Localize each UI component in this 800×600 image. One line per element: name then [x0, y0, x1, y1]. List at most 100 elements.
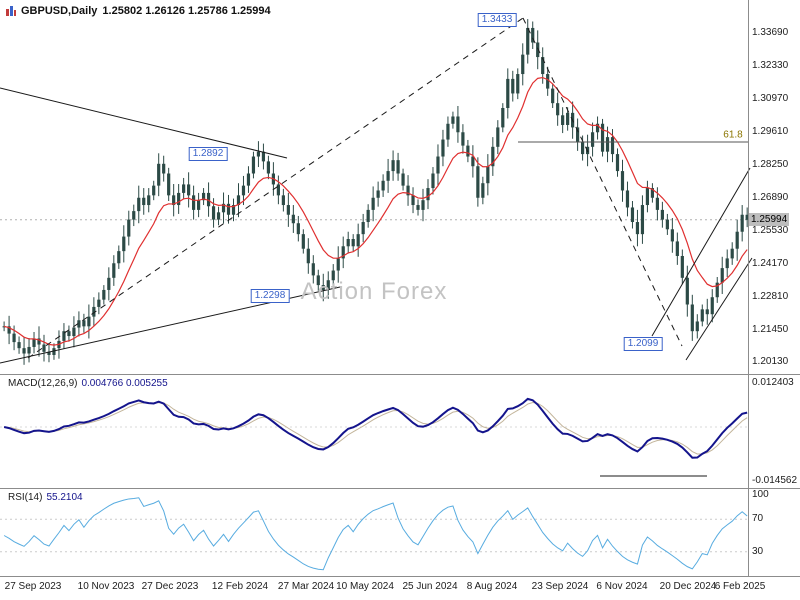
candle-body	[441, 139, 445, 157]
candle-body	[655, 197, 659, 210]
candle-body	[481, 183, 485, 198]
candle-body	[177, 192, 181, 206]
candle-body	[17, 342, 21, 349]
candle-body	[491, 146, 495, 167]
candle-body	[27, 346, 31, 354]
candle-body	[286, 205, 290, 215]
rsi-name: RSI(14)	[8, 492, 43, 503]
candle-body	[730, 248, 734, 259]
swing-price-label[interactable]: 1.2892	[188, 147, 228, 161]
candle-body	[640, 205, 645, 235]
candle-body	[162, 163, 166, 174]
macd-main-line	[3, 397, 748, 459]
date-axis-label: 20 Dec 2024	[659, 581, 717, 592]
candle-body	[157, 163, 161, 186]
candle-body	[580, 141, 585, 155]
dashed-trendline[interactable]	[522, 17, 683, 347]
candle-body	[700, 309, 704, 322]
price-axis-label: 1.32330	[752, 60, 789, 72]
candle-body	[276, 184, 280, 196]
candle-body	[695, 321, 699, 332]
candle-body	[690, 304, 694, 332]
candle-body	[216, 212, 221, 220]
candle-body	[486, 166, 490, 184]
swing-price-label[interactable]: 1.2298	[250, 289, 290, 303]
candle-body	[576, 127, 580, 142]
candle-body	[541, 57, 545, 75]
candle-body	[107, 277, 111, 290]
macd-axis-label: 0.012403	[752, 376, 794, 388]
candle-body	[236, 195, 241, 206]
trendline[interactable]	[685, 257, 753, 361]
price-axis-label: 1.26890	[752, 192, 789, 203]
price-axis-label: 1.28250	[752, 159, 789, 170]
candle-body	[526, 27, 530, 55]
candle-body	[281, 195, 285, 206]
candle-body	[710, 297, 714, 315]
candle-body	[306, 248, 310, 264]
candle-body	[321, 285, 325, 290]
candle-body	[645, 188, 650, 206]
candle-body	[52, 348, 56, 355]
candle-body	[336, 258, 340, 271]
candle-body	[551, 88, 555, 104]
candle-body	[167, 173, 171, 196]
rsi-value: 55.2104	[46, 492, 83, 503]
macd-indicator-title: MACD(12,26,9) 0.004766 0.005255	[8, 378, 168, 389]
candle-body	[301, 234, 305, 249]
candle-body	[371, 197, 375, 210]
candlestick-series	[2, 19, 749, 365]
chart-title: GBPUSD,Daily 1.25802 1.26126 1.25786 1.2…	[6, 5, 271, 17]
candle-body	[396, 160, 400, 174]
candle-body	[391, 160, 395, 172]
watermark: Action Forex	[300, 278, 448, 305]
rsi-line	[3, 497, 748, 571]
candle-body	[386, 171, 390, 181]
candle-body	[401, 173, 405, 186]
candle-body	[112, 263, 116, 278]
candle-body	[211, 206, 216, 220]
candle-body	[206, 192, 211, 207]
candle-body	[137, 197, 141, 212]
candle-body	[32, 338, 36, 347]
date-axis-label: 12 Feb 2024	[211, 581, 269, 592]
candle-body	[72, 327, 76, 337]
candle-body	[720, 268, 724, 283]
candle-body	[501, 108, 505, 128]
rsi-axis-label: 100	[752, 489, 769, 500]
candle-body	[635, 222, 640, 235]
swing-price-label[interactable]: 1.2099	[623, 337, 663, 351]
candle-body	[192, 195, 196, 210]
candle-body	[531, 27, 535, 43]
candle-body	[366, 209, 370, 223]
candle-body	[660, 209, 664, 220]
macd-values: 0.004766 0.005255	[81, 378, 168, 389]
candle-body	[221, 203, 226, 213]
candle-body	[311, 263, 315, 276]
candle-body	[735, 231, 739, 249]
candle-body	[7, 326, 11, 334]
candle-body	[226, 203, 231, 215]
candle-body	[62, 331, 66, 341]
swing-price-label[interactable]: 1.3433	[477, 13, 517, 27]
candle-body	[196, 200, 201, 210]
candle-body	[615, 154, 620, 172]
trendline[interactable]	[0, 87, 288, 159]
candle-body	[296, 223, 300, 235]
price-axis-label: 1.33690	[752, 27, 789, 39]
dashed-trendline[interactable]	[27, 17, 524, 359]
candle-body	[266, 161, 271, 174]
candle-body	[416, 205, 420, 210]
candle-body	[436, 156, 440, 174]
date-axis-label: 27 Mar 2024	[277, 581, 335, 592]
candle-body	[506, 78, 510, 109]
date-axis-label: 6 Nov 2024	[596, 581, 648, 592]
rsi-axis-label: 70	[752, 513, 764, 525]
moving-average-line[interactable]	[3, 76, 748, 346]
candle-body	[22, 348, 26, 354]
date-axis-label: 10 Nov 2023	[77, 581, 135, 592]
candle-body	[426, 188, 430, 201]
candle-body	[600, 123, 605, 152]
trendline[interactable]	[651, 167, 751, 337]
